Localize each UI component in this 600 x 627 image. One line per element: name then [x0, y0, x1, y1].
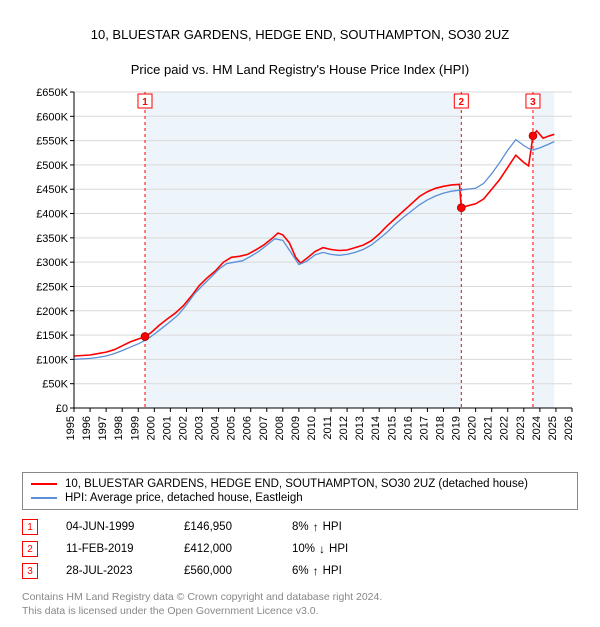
event-date: 28-JUL-2023 — [66, 565, 162, 577]
x-tick-label: 2011 — [322, 416, 334, 440]
arrow-down-icon: ↓ — [319, 542, 325, 556]
x-tick-label: 2022 — [499, 416, 511, 440]
event-delta: 10% ↓ HPI — [292, 542, 402, 556]
sale-point — [457, 204, 465, 212]
price-chart: £0 £50K £100K £150K £200K £250K £300K £350K £400… — [20, 84, 580, 464]
x-tick-label: 2009 — [290, 416, 302, 440]
sale-event-row: 2 11-FEB-2019 £412,000 10% ↓ HPI — [22, 538, 578, 560]
x-tick-label: 2007 — [258, 416, 270, 440]
event-number-box: 1 — [22, 519, 38, 535]
figure-container: 10, BLUESTAR GARDENS, HEDGE END, SOUTHAM… — [0, 0, 600, 627]
sale-point — [529, 132, 537, 140]
legend-label: 10, BLUESTAR GARDENS, HEDGE END, SOUTHAM… — [65, 478, 528, 490]
event-price: £412,000 — [184, 543, 270, 555]
event-delta-label: HPI — [329, 543, 348, 555]
x-tick-label: 2013 — [354, 416, 366, 440]
footnote-line-2: This data is licensed under the Open Gov… — [22, 605, 319, 617]
ownership-span — [145, 92, 461, 408]
sale-marker-number: 3 — [530, 97, 536, 108]
x-tick-label: 2008 — [274, 416, 286, 440]
event-delta-pct: 6% — [292, 565, 309, 577]
y-tick-label: £300K — [36, 257, 68, 269]
legend-item: 10, BLUESTAR GARDENS, HEDGE END, SOUTHAM… — [31, 477, 569, 491]
x-tick-label: 2002 — [177, 416, 189, 440]
y-tick-label: £150K — [36, 330, 68, 342]
y-tick-label: £100K — [36, 355, 68, 367]
y-tick-label: £0 — [56, 403, 68, 415]
event-number-box: 2 — [22, 541, 38, 557]
legend-label: HPI: Average price, detached house, East… — [65, 492, 303, 504]
event-delta-pct: 8% — [292, 521, 309, 533]
y-tick-label: £200K — [36, 306, 68, 318]
event-price: £146,950 — [184, 521, 270, 533]
event-delta-pct: 10% — [292, 543, 315, 555]
x-tick-label: 2020 — [467, 416, 479, 440]
x-tick-label: 1999 — [129, 416, 141, 440]
event-delta-label: HPI — [323, 521, 342, 533]
sale-event-row: 1 04-JUN-1999 £146,950 8% ↑ HPI — [22, 516, 578, 538]
x-tick-label: 2016 — [402, 416, 414, 440]
sale-marker-number: 1 — [142, 97, 148, 108]
x-tick-label: 2012 — [338, 416, 350, 440]
chart-svg: £0 £50K £100K £150K £200K £250K £300K £350K £400… — [20, 84, 580, 464]
x-tick-label: 2026 — [563, 416, 575, 440]
event-delta-label: HPI — [323, 565, 342, 577]
x-tick-label: 2006 — [242, 416, 254, 440]
x-tick-label: 2010 — [306, 416, 318, 440]
x-tick-label: 2003 — [194, 416, 206, 440]
x-tick-label: 2014 — [370, 416, 382, 440]
sale-point — [141, 333, 149, 341]
x-tick-label: 2004 — [210, 416, 222, 440]
y-tick-label: £400K — [36, 209, 68, 221]
y-tick-label: £450K — [36, 184, 68, 196]
x-tick-label: 2000 — [145, 416, 157, 440]
x-tick-label: 2005 — [226, 416, 238, 440]
footnote-line-1: Contains HM Land Registry data © Crown c… — [22, 591, 382, 603]
y-tick-label: £350K — [36, 233, 68, 245]
x-tick-label: 1995 — [65, 416, 77, 440]
y-tick-label: £650K — [36, 87, 68, 99]
legend-swatch — [31, 483, 57, 485]
x-tick-label: 1997 — [97, 416, 109, 440]
y-tick-label: £550K — [36, 136, 68, 148]
sale-event-row: 3 28-JUL-2023 £560,000 6% ↑ HPI — [22, 560, 578, 582]
event-number-box: 3 — [22, 563, 38, 579]
x-tick-label: 2018 — [434, 416, 446, 440]
footnote: Contains HM Land Registry data © Crown c… — [22, 590, 578, 618]
x-tick-label: 2025 — [547, 416, 559, 440]
event-delta: 6% ↑ HPI — [292, 564, 402, 578]
x-tick-label: 2017 — [418, 416, 430, 440]
x-tick-label: 2015 — [386, 416, 398, 440]
x-tick-label: 1996 — [81, 416, 93, 440]
sale-events-table: 1 04-JUN-1999 £146,950 8% ↑ HPI 2 11-FEB-2019 £4… — [22, 516, 578, 582]
legend-item: HPI: Average price, detached house, East… — [31, 491, 569, 505]
event-date: 04-JUN-1999 — [66, 521, 162, 533]
title-line-2: Price paid vs. HM Land Registry's House … — [131, 62, 469, 77]
chart-title: 10, BLUESTAR GARDENS, HEDGE END, SOUTHAM… — [10, 8, 590, 78]
y-tick-label: £600K — [36, 111, 68, 123]
x-tick-label: 2001 — [161, 416, 173, 440]
arrow-up-icon: ↑ — [313, 520, 319, 534]
x-tick-label: 2024 — [531, 416, 543, 440]
y-tick-label: £250K — [36, 282, 68, 294]
y-tick-label: £500K — [36, 160, 68, 172]
title-line-1: 10, BLUESTAR GARDENS, HEDGE END, SOUTHAM… — [91, 27, 510, 42]
x-tick-label: 2023 — [515, 416, 527, 440]
sale-marker-number: 2 — [459, 97, 465, 108]
event-delta: 8% ↑ HPI — [292, 520, 402, 534]
event-date: 11-FEB-2019 — [66, 543, 162, 555]
y-tick-label: £50K — [42, 379, 68, 391]
x-tick-label: 2021 — [483, 416, 495, 440]
x-tick-label: 2019 — [451, 416, 463, 440]
arrow-up-icon: ↑ — [313, 564, 319, 578]
event-price: £560,000 — [184, 565, 270, 577]
x-tick-label: 1998 — [113, 416, 125, 440]
ownership-span — [533, 92, 554, 408]
legend: 10, BLUESTAR GARDENS, HEDGE END, SOUTHAM… — [22, 472, 578, 510]
legend-swatch — [31, 497, 57, 499]
